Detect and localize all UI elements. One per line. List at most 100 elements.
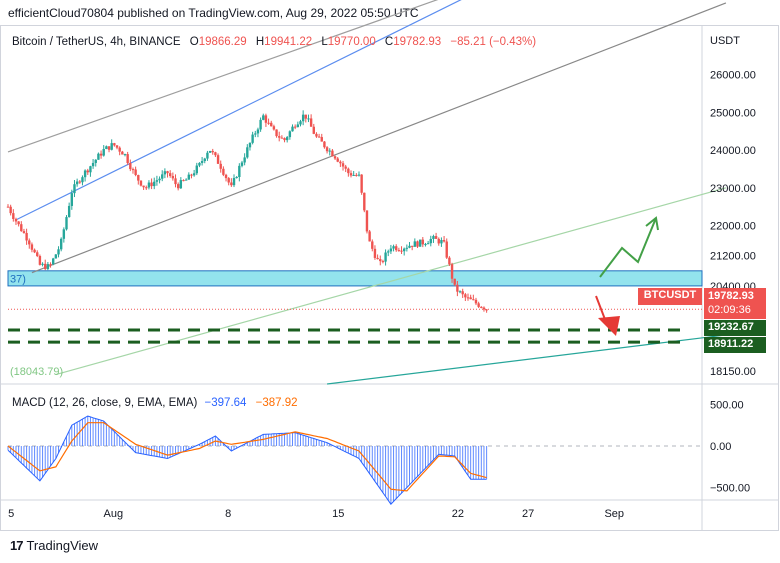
- time-tick-label: 8: [225, 508, 231, 520]
- candle-body: [291, 126, 294, 132]
- countdown-label: 02:09:36: [708, 304, 751, 316]
- candle-body: [424, 244, 427, 246]
- price-axis-currency: USDT: [710, 35, 740, 47]
- candle-body: [299, 121, 302, 125]
- candle-body: [309, 118, 313, 127]
- candle-body: [107, 146, 111, 150]
- candle-body: [129, 162, 132, 170]
- candle-body: [323, 141, 326, 148]
- symbol-legend: Bitcoin / TetherUS, 4h, BINANCE O19866.2…: [12, 36, 536, 48]
- candle-body: [384, 252, 387, 262]
- candle-body: [317, 136, 321, 138]
- candle-body: [410, 245, 414, 247]
- candle-body: [161, 174, 164, 179]
- candle-body: [113, 143, 116, 146]
- candle-body: [17, 221, 20, 225]
- candle-body: [437, 238, 440, 244]
- candle-body: [174, 178, 177, 185]
- open-value: 19866.29: [198, 36, 247, 48]
- candle-body: [312, 126, 315, 134]
- candle-body: [352, 174, 355, 176]
- candle-body: [344, 166, 347, 169]
- candle-body: [78, 181, 81, 183]
- candle-body: [259, 119, 262, 130]
- candle-body: [477, 303, 480, 307]
- candles: [6, 110, 488, 313]
- candle-body: [67, 205, 71, 218]
- candle-body: [238, 165, 241, 178]
- support-zone-layer: [7, 270, 703, 287]
- candle-body: [36, 252, 39, 257]
- candle-body: [448, 257, 451, 265]
- price-tick-label: 21200.00: [710, 251, 756, 263]
- candle-body: [190, 174, 193, 176]
- candle-body: [371, 241, 374, 249]
- candle-body: [184, 179, 188, 181]
- candle-body: [363, 192, 366, 211]
- change-value: −85.21 (−0.43%): [450, 36, 537, 48]
- candle-body: [75, 181, 79, 185]
- candle-body: [235, 177, 238, 179]
- price-tick-label: 25000.00: [710, 107, 756, 119]
- candle-body: [219, 163, 222, 169]
- candle-body: [405, 247, 409, 249]
- macd-tick-label: 0.00: [710, 441, 731, 453]
- candle-body: [325, 147, 329, 152]
- publish-header: efficientCloud70804 published on Trading…: [8, 6, 419, 20]
- candle-body: [328, 150, 331, 152]
- candle-body: [458, 291, 462, 293]
- candle-body: [192, 173, 196, 176]
- signal-line: [7, 422, 487, 492]
- candle-body: [230, 182, 233, 186]
- candle-body: [89, 166, 92, 173]
- time-tick-label: 27: [522, 508, 534, 520]
- close-label: C: [384, 36, 394, 48]
- candle-body: [208, 150, 212, 153]
- candle-body: [70, 193, 74, 206]
- macd-legend: MACD (12, 26, close, 9, EMA, EMA) −397.6…: [12, 397, 298, 409]
- candle-body: [139, 180, 143, 186]
- candle-body: [267, 122, 270, 124]
- symbol-name: Bitcoin / TetherUS, 4h, BINANCE: [12, 36, 181, 48]
- candle-body: [376, 257, 379, 260]
- candle-body: [408, 245, 411, 248]
- candle-body: [450, 264, 454, 279]
- candle-body: [102, 149, 105, 156]
- high-label: H: [255, 36, 265, 48]
- candle-body: [360, 174, 363, 193]
- high-value: 19941.22: [264, 36, 313, 48]
- candle-body: [283, 138, 286, 141]
- candle-body: [14, 218, 18, 222]
- candle-body: [304, 114, 308, 119]
- low-value: 19770.00: [327, 36, 376, 48]
- candle-body: [272, 126, 276, 130]
- candle-body: [442, 240, 446, 242]
- chart-frame: [0, 25, 779, 531]
- candle-body: [25, 232, 28, 241]
- candle-body: [195, 165, 198, 174]
- candle-body: [440, 240, 443, 244]
- candle-body: [296, 124, 300, 128]
- last-price-label: 19782.93: [708, 290, 754, 302]
- macd-value: −397.64: [204, 397, 247, 409]
- candle-body: [171, 176, 175, 179]
- candle-body: [379, 259, 382, 262]
- overlays: [8, 216, 702, 344]
- candle-body: [357, 174, 361, 176]
- time-tick-label: Aug: [104, 508, 124, 520]
- axes: USDT 26000.00 25000.00 24000.00 23000.00 2200…: [8, 35, 756, 520]
- candle-body: [147, 182, 151, 188]
- candle-body: [150, 182, 153, 187]
- macd-tick-label: −500.00: [710, 483, 750, 495]
- price-tick-label: 18150.00: [710, 366, 756, 378]
- candle-body: [137, 175, 140, 181]
- candle-body: [331, 150, 334, 157]
- candle-body: [445, 241, 448, 258]
- candle-body: [333, 156, 337, 159]
- candle-body: [426, 243, 430, 245]
- candle-body: [12, 213, 15, 219]
- price-tick-label: 24000.00: [710, 145, 756, 157]
- candle-body: [397, 250, 401, 252]
- price-tick-label: 26000.00: [710, 70, 756, 82]
